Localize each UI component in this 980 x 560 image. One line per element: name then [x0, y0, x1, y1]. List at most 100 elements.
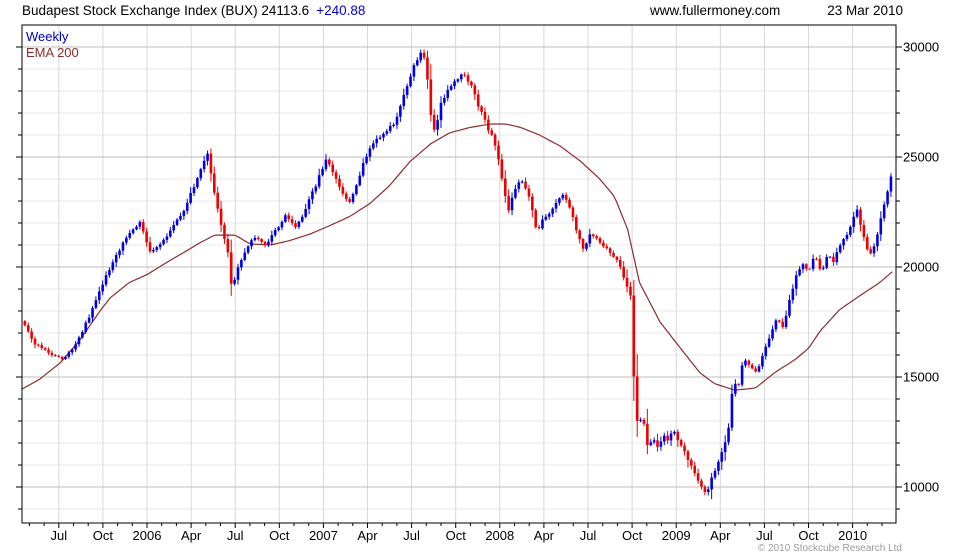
down-candle-body: [23, 321, 27, 326]
up-candle-body: [852, 216, 856, 227]
up-candle-body: [311, 191, 314, 200]
grid-vertical: [58, 25, 854, 523]
down-candle-body: [686, 451, 690, 460]
down-candle-body: [334, 172, 338, 179]
down-candle-body: [473, 85, 477, 95]
chart-titlebar: Budapest Stock Exchange Index (BUX) 2411…: [22, 3, 365, 18]
up-candle-body: [64, 356, 67, 360]
x-axis-label: Apr: [534, 528, 555, 543]
down-candle-body: [754, 368, 757, 372]
down-candle-body: [612, 252, 615, 257]
up-candle-body: [108, 270, 111, 276]
down-candle-body: [348, 199, 351, 202]
down-candle-body: [344, 193, 348, 200]
up-candle-body: [131, 229, 135, 234]
up-candle-body: [764, 346, 768, 357]
up-candle-body: [189, 192, 192, 203]
up-candle-body: [280, 221, 284, 228]
up-candle-body: [662, 435, 666, 442]
up-candle-body: [202, 160, 206, 170]
up-candle-body: [882, 204, 886, 219]
down-candle-body: [503, 178, 507, 196]
up-candle-body: [169, 230, 172, 237]
down-candle-body: [618, 259, 622, 267]
down-candle-body: [213, 173, 216, 193]
y-axis-label: 15000: [903, 370, 939, 385]
up-candle-body: [673, 431, 676, 434]
down-candle-body: [328, 159, 331, 165]
up-candle-body: [541, 219, 544, 229]
x-axis-label: Jul: [756, 528, 773, 543]
up-candle-body: [84, 322, 88, 332]
up-candle-body: [118, 250, 121, 256]
up-candle-body: [784, 315, 788, 327]
up-candle-body: [811, 258, 815, 269]
up-candle-body: [179, 215, 182, 220]
up-candle-body: [361, 163, 365, 176]
up-candle-body: [77, 337, 81, 345]
down-candle-body: [432, 114, 436, 130]
down-candle-body: [534, 210, 538, 227]
down-candle-body: [226, 238, 230, 253]
down-candle-body: [263, 241, 267, 245]
down-candle-body: [537, 226, 541, 229]
up-candle-body: [385, 131, 389, 134]
x-axis-label: Oct: [622, 528, 643, 543]
x-axis-label: Oct: [269, 528, 290, 543]
up-candle-body: [649, 442, 653, 446]
y-axis-labels: 30000 25000 20000 15000 10000: [903, 40, 939, 495]
up-candle-body: [111, 262, 115, 271]
down-candle-body: [629, 286, 632, 296]
down-candle-body: [26, 325, 30, 332]
down-candle-body: [229, 252, 233, 284]
up-candle-body: [375, 138, 378, 144]
up-candle-body: [734, 383, 737, 394]
up-candle-body: [554, 202, 558, 209]
up-candle-body: [240, 260, 243, 268]
down-candle-body: [40, 345, 44, 349]
down-candle-body: [527, 188, 531, 197]
up-candle-body: [70, 349, 74, 353]
down-candle-body: [642, 419, 646, 424]
down-candle-body: [480, 106, 483, 112]
down-candle-body: [470, 81, 473, 86]
down-candle-body: [500, 159, 504, 179]
grid-major-horizontal: [22, 46, 896, 488]
up-candle-body: [744, 360, 747, 366]
down-candle-body: [700, 480, 703, 487]
down-candle-body: [463, 74, 466, 76]
up-candle-body: [101, 284, 104, 292]
down-candle-body: [426, 57, 429, 80]
up-candle-body: [206, 153, 209, 161]
down-candle-body: [490, 130, 494, 135]
up-candle-body: [358, 175, 362, 186]
up-candle-body: [849, 226, 852, 235]
down-candle-body: [47, 349, 50, 353]
up-candle-body: [757, 366, 761, 372]
down-candle-body: [145, 231, 148, 243]
up-candle-body: [128, 233, 132, 238]
down-candle-body: [287, 215, 291, 220]
down-candle-body: [696, 473, 700, 481]
candles: [23, 49, 893, 500]
down-candle-body: [37, 344, 40, 346]
down-candle-body: [859, 209, 862, 225]
up-candle-body: [162, 239, 165, 245]
up-candle-body: [801, 264, 805, 270]
up-candle-body: [842, 239, 845, 246]
down-candle-body: [575, 217, 578, 231]
x-axis-label: 2006: [133, 528, 162, 543]
up-candle-body: [436, 120, 439, 130]
up-candle-body: [172, 224, 176, 231]
down-candle-body: [571, 207, 575, 218]
up-candle-body: [314, 186, 318, 192]
down-candle-body: [693, 465, 697, 474]
x-axis-label: Jul: [580, 528, 597, 543]
up-candle-body: [453, 81, 456, 87]
up-candle-body: [243, 252, 247, 261]
down-candle-body: [615, 256, 619, 260]
x-axis-label: Apr: [357, 528, 378, 543]
down-candle-body: [805, 264, 808, 269]
down-candle-body: [568, 199, 571, 208]
